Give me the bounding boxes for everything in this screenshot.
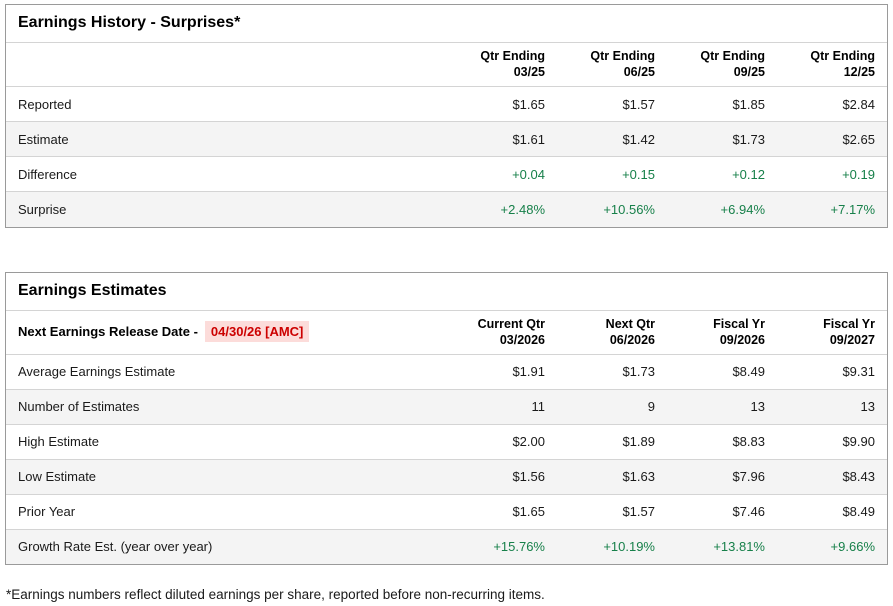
value-cell: +13.81% <box>667 529 777 564</box>
value-cell: $2.00 <box>447 424 557 460</box>
value-cell: $8.49 <box>777 494 887 530</box>
row-low-estimate: Low Estimate $1.56 $1.63 $7.96 $8.43 <box>6 459 887 495</box>
value-cell: +10.56% <box>557 191 667 227</box>
earnings-estimates-panel: Earnings Estimates Next Earnings Release… <box>5 271 888 565</box>
column-header-qtr-0325: Qtr Ending 03/25 <box>447 43 557 87</box>
column-header-line1: Qtr Ending <box>590 49 655 63</box>
release-date-label: Next Earnings Release Date - <box>18 324 198 339</box>
value-cell: +9.66% <box>777 529 887 564</box>
row-label-header <box>6 43 447 87</box>
earnings-estimates-title: Earnings Estimates <box>6 273 887 311</box>
row-average-earnings-estimate: Average Earnings Estimate $1.91 $1.73 $8… <box>6 354 887 390</box>
row-label: Difference <box>6 156 447 192</box>
column-header-line1: Current Qtr <box>477 316 545 331</box>
value-cell: $1.73 <box>667 121 777 157</box>
column-header-line2: 09/2026 <box>719 332 765 347</box>
column-header-line2: 12/25 <box>843 65 875 79</box>
row-label: Prior Year <box>6 494 447 530</box>
value-cell: $1.57 <box>557 494 667 530</box>
value-cell: $1.42 <box>557 121 667 157</box>
value-cell: $1.57 <box>557 86 667 122</box>
release-date-value: 04/30/26 [AMC] <box>204 321 310 342</box>
column-header-line1: Fiscal Yr <box>823 316 875 331</box>
column-header-line2: 03/25 <box>513 65 545 79</box>
column-header-next-qtr: Next Qtr 06/2026 <box>557 310 667 355</box>
row-reported: Reported $1.65 $1.57 $1.85 $2.84 <box>6 86 887 122</box>
row-label: Number of Estimates <box>6 389 447 425</box>
value-cell: $1.56 <box>447 459 557 495</box>
earnings-history-panel: Earnings History - Surprises* Qtr Ending… <box>5 4 888 228</box>
row-label: Average Earnings Estimate <box>6 354 447 390</box>
row-growth-rate-estimate: Growth Rate Est. (year over year) +15.76… <box>6 529 887 564</box>
earnings-estimates-header-row: Next Earnings Release Date - 04/30/26 [AM… <box>6 310 887 355</box>
value-cell: +2.48% <box>447 191 557 227</box>
value-cell: +0.04 <box>447 156 557 192</box>
row-high-estimate: High Estimate $2.00 $1.89 $8.83 $9.90 <box>6 424 887 460</box>
value-cell: $7.96 <box>667 459 777 495</box>
column-header-current-qtr: Current Qtr 03/2026 <box>447 310 557 355</box>
row-label: Reported <box>6 86 447 122</box>
value-cell: $9.90 <box>777 424 887 460</box>
value-cell: 9 <box>557 389 667 425</box>
value-cell: $8.43 <box>777 459 887 495</box>
column-header-fiscal-yr-2027: Fiscal Yr 09/2027 <box>777 310 887 355</box>
earnings-history-table: Qtr Ending 03/25 Qtr Ending 06/25 Qtr En… <box>6 43 887 227</box>
value-cell: 11 <box>447 389 557 425</box>
value-cell: +15.76% <box>447 529 557 564</box>
value-cell: +10.19% <box>557 529 667 564</box>
column-header-qtr-0925: Qtr Ending 09/25 <box>667 43 777 87</box>
column-header-line2: 09/25 <box>733 65 765 79</box>
value-cell: +0.15 <box>557 156 667 192</box>
value-cell: $1.65 <box>447 86 557 122</box>
value-cell: $1.89 <box>557 424 667 460</box>
value-cell: 13 <box>777 389 887 425</box>
row-label: Low Estimate <box>6 459 447 495</box>
value-cell: $8.83 <box>667 424 777 460</box>
earnings-history-header-row: Qtr Ending 03/25 Qtr Ending 06/25 Qtr En… <box>6 43 887 87</box>
column-header-line1: Next Qtr <box>605 316 655 331</box>
column-header-line1: Qtr Ending <box>810 49 875 63</box>
row-label: High Estimate <box>6 424 447 460</box>
value-cell: $1.91 <box>447 354 557 390</box>
value-cell: $8.49 <box>667 354 777 390</box>
value-cell: +7.17% <box>777 191 887 227</box>
value-cell: $9.31 <box>777 354 887 390</box>
value-cell: $7.46 <box>667 494 777 530</box>
row-difference: Difference +0.04 +0.15 +0.12 +0.19 <box>6 156 887 192</box>
value-cell: $2.65 <box>777 121 887 157</box>
column-header-fiscal-yr-2026: Fiscal Yr 09/2026 <box>667 310 777 355</box>
value-cell: $1.85 <box>667 86 777 122</box>
column-header-qtr-0625: Qtr Ending 06/25 <box>557 43 667 87</box>
column-header-line2: 09/2027 <box>829 332 875 347</box>
row-label: Surprise <box>6 191 447 227</box>
footnote: *Earnings numbers reflect diluted earnin… <box>6 587 545 602</box>
value-cell: $1.73 <box>557 354 667 390</box>
value-cell: $1.63 <box>557 459 667 495</box>
value-cell: +0.19 <box>777 156 887 192</box>
row-label: Estimate <box>6 121 447 157</box>
column-header-line1: Qtr Ending <box>480 49 545 63</box>
value-cell: $2.84 <box>777 86 887 122</box>
column-header-line2: 06/2026 <box>609 332 655 347</box>
column-header-line1: Fiscal Yr <box>713 316 765 331</box>
column-header-line2: 03/2026 <box>499 332 545 347</box>
earnings-history-title: Earnings History - Surprises* <box>6 5 887 43</box>
column-header-line1: Qtr Ending <box>700 49 765 63</box>
row-number-of-estimates: Number of Estimates 11 9 13 13 <box>6 389 887 425</box>
row-label: Growth Rate Est. (year over year) <box>6 529 447 564</box>
column-header-line2: 06/25 <box>623 65 655 79</box>
value-cell: +0.12 <box>667 156 777 192</box>
value-cell: +6.94% <box>667 191 777 227</box>
row-prior-year: Prior Year $1.65 $1.57 $7.46 $8.49 <box>6 494 887 530</box>
value-cell: 13 <box>667 389 777 425</box>
row-surprise: Surprise +2.48% +10.56% +6.94% +7.17% <box>6 191 887 227</box>
next-earnings-release: Next Earnings Release Date - 04/30/26 [AM… <box>6 310 447 355</box>
column-header-qtr-1225: Qtr Ending 12/25 <box>777 43 887 87</box>
value-cell: $1.65 <box>447 494 557 530</box>
row-estimate: Estimate $1.61 $1.42 $1.73 $2.65 <box>6 121 887 157</box>
value-cell: $1.61 <box>447 121 557 157</box>
earnings-estimates-table: Next Earnings Release Date - 04/30/26 [AM… <box>6 310 887 564</box>
